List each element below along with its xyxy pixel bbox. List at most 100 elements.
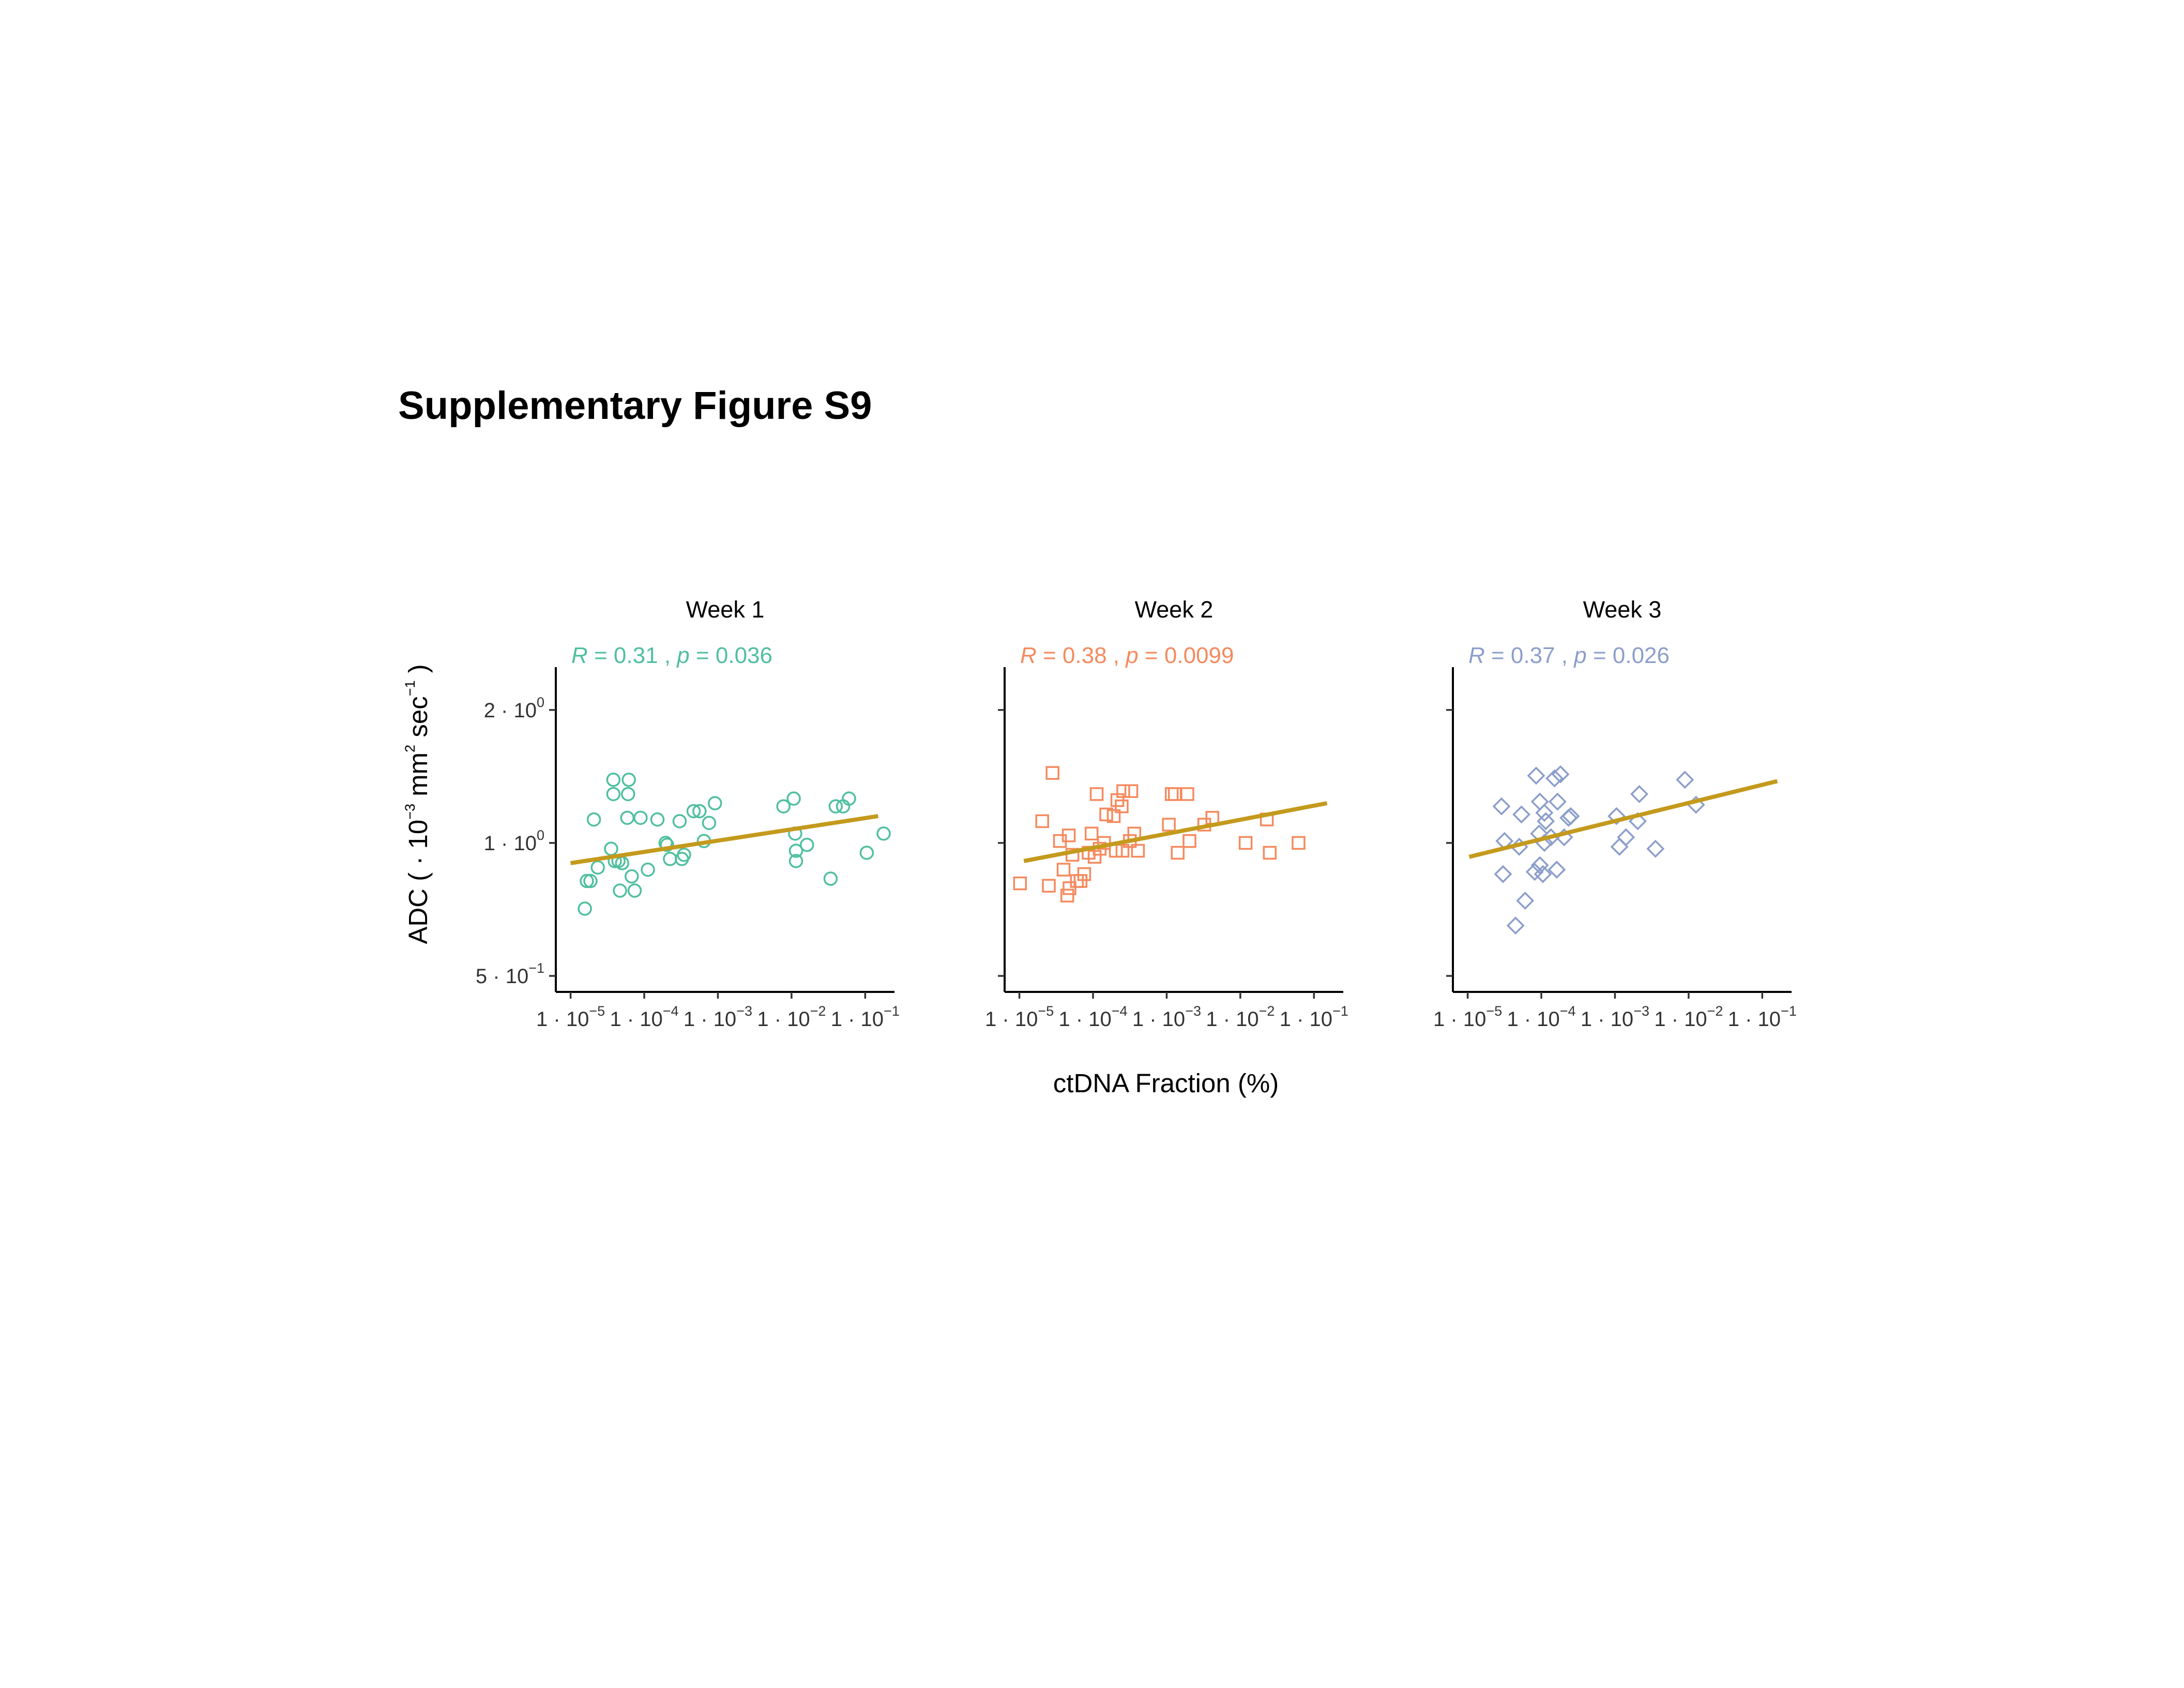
data-point	[580, 873, 594, 888]
x-tick-label: 1 · 10−1	[1728, 1003, 1797, 1031]
x-tick-label: 1 · 10−1	[831, 1003, 900, 1031]
panel-week-1: Week 1 R = 0.31 , p = 0.036 2 · 100 1 · 100…	[476, 596, 900, 1031]
data-point	[1537, 812, 1555, 831]
data-point	[641, 862, 655, 877]
figure-title: Supplementary Figure S9	[398, 384, 872, 428]
data-point	[672, 814, 687, 828]
data-point	[1630, 785, 1648, 803]
regression-line	[570, 814, 879, 865]
data-point	[1607, 807, 1626, 825]
data-point	[1292, 836, 1306, 850]
data-point	[1063, 881, 1076, 895]
data-point	[1534, 865, 1552, 883]
regression-line	[1023, 801, 1328, 863]
data-point	[1516, 892, 1535, 910]
data-point	[1527, 766, 1545, 785]
data-point	[828, 799, 843, 813]
x-axis-title: ctDNA Fraction (%)	[1053, 1068, 1279, 1098]
data-point	[1512, 805, 1531, 824]
data-point	[1551, 765, 1570, 783]
data-point	[1676, 771, 1694, 789]
x-tick-label: 1 · 10−3	[1132, 1003, 1201, 1031]
data-point	[702, 816, 717, 830]
x-tick-label: 1 · 10−2	[757, 1003, 826, 1031]
data-point	[1263, 846, 1277, 860]
facet-panels: Week 1 R = 0.31 , p = 0.036 2 · 100 1 · 100…	[476, 596, 1797, 1031]
data-point	[1073, 874, 1088, 888]
data-point	[1494, 865, 1512, 883]
data-point	[1042, 879, 1056, 893]
data-point	[823, 871, 838, 886]
regression-line	[1468, 779, 1778, 859]
data-point	[590, 860, 605, 875]
data-point	[1106, 809, 1121, 823]
data-point	[1013, 876, 1027, 891]
data-point	[1061, 828, 1076, 842]
data-point	[1238, 836, 1253, 850]
data-point	[1131, 843, 1145, 858]
data-point	[1115, 843, 1130, 858]
data-point	[627, 883, 642, 898]
data-point	[578, 901, 592, 916]
facet-strip-label: Week 3	[1583, 596, 1662, 623]
x-tick-label: 1 · 10−4	[1058, 1003, 1127, 1031]
data-point	[876, 826, 891, 841]
data-point	[859, 846, 874, 860]
data-point	[1077, 867, 1091, 881]
y-tick-label: 1 · 100	[484, 827, 544, 855]
x-tick-label: 1 · 10−2	[1206, 1003, 1275, 1031]
x-tick-label: 1 · 10−3	[1581, 1003, 1649, 1031]
correlation-annotation: R = 0.31 , p = 0.036	[571, 643, 772, 668]
data-point	[677, 848, 691, 862]
data-point	[1530, 856, 1549, 875]
data-point	[1099, 807, 1113, 822]
data-point	[1492, 797, 1511, 816]
data-point	[1162, 818, 1176, 832]
correlation-annotation: R = 0.38 , p = 0.0099	[1020, 643, 1234, 668]
data-point	[1548, 861, 1566, 879]
data-point	[1535, 804, 1554, 822]
x-tick-label: 1 · 10−3	[684, 1003, 752, 1031]
y-tick-label: 5 · 10−1	[476, 960, 544, 988]
data-point	[1561, 807, 1580, 825]
facet-strip-label: Week 2	[1135, 596, 1214, 623]
data-point	[625, 869, 639, 884]
data-point	[613, 883, 627, 898]
data-point	[776, 799, 791, 813]
data-point	[606, 787, 621, 802]
data-point	[1056, 863, 1071, 877]
data-point	[692, 804, 707, 819]
x-tick-label: 1 · 10−5	[1433, 1003, 1502, 1031]
data-point	[1545, 769, 1564, 788]
data-point	[620, 787, 635, 802]
data-point	[650, 812, 665, 827]
data-point	[788, 843, 803, 858]
facet-strip-label: Week 1	[686, 596, 765, 623]
data-point	[686, 804, 701, 819]
data-point	[1617, 828, 1635, 847]
data-point	[1045, 766, 1059, 780]
data-point	[842, 791, 856, 806]
correlation-annotation: R = 0.37 , p = 0.026	[1468, 643, 1670, 668]
data-point	[1084, 826, 1099, 841]
data-point	[1035, 814, 1049, 828]
data-point	[1548, 792, 1567, 811]
data-point	[1116, 784, 1130, 798]
y-tick-label: 2 · 100	[484, 695, 544, 722]
data-point	[1115, 799, 1129, 813]
data-point	[633, 810, 648, 825]
data-point	[1182, 834, 1196, 848]
data-point	[660, 837, 674, 852]
x-tick-label: 1 · 10−5	[985, 1003, 1054, 1031]
data-point	[786, 791, 801, 806]
data-point	[606, 773, 621, 787]
data-point	[799, 837, 814, 852]
data-point	[583, 873, 598, 888]
data-point	[788, 854, 803, 868]
data-point	[708, 796, 722, 810]
x-tick-label: 1 · 10−5	[536, 1003, 605, 1031]
x-tick-label: 1 · 10−1	[1280, 1003, 1348, 1031]
data-point	[586, 812, 601, 827]
x-tick-label: 1 · 10−4	[1507, 1003, 1575, 1031]
